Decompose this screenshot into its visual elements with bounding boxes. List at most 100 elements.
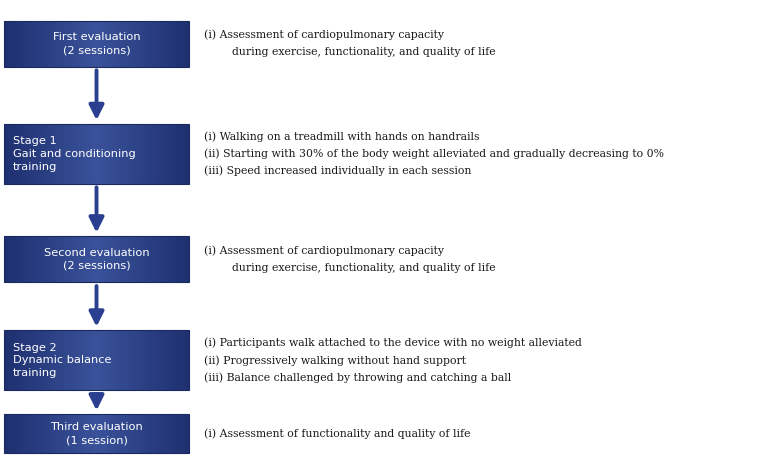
Bar [106,330,111,390]
Bar [69,330,73,390]
Text: First evaluation
(2 sessions): First evaluation (2 sessions) [53,32,140,55]
Text: (i) Assessment of cardiopulmonary capacity: (i) Assessment of cardiopulmonary capaci… [204,29,444,40]
Bar [60,21,64,67]
Bar [4,330,8,390]
Bar [50,414,55,453]
Bar [133,414,139,453]
Bar [161,330,166,390]
Bar [170,21,176,67]
Bar [185,414,189,453]
Bar [78,21,83,67]
Bar [4,330,189,390]
Bar [133,124,139,184]
Bar [115,330,120,390]
Bar [170,124,176,184]
Bar [139,124,143,184]
Bar [166,21,170,67]
Bar [170,236,176,282]
Bar [8,21,13,67]
Bar [27,21,32,67]
Bar [32,236,36,282]
Bar [83,330,87,390]
Bar [69,414,73,453]
Bar [129,21,133,67]
Bar [111,236,115,282]
Bar [36,124,41,184]
Bar [83,124,87,184]
Bar [8,124,13,184]
Bar [152,21,157,67]
Bar [83,414,87,453]
Bar [120,236,124,282]
Bar [13,236,17,282]
Bar [120,124,124,184]
Bar [157,21,161,67]
Bar [152,236,157,282]
Bar [152,414,157,453]
Bar [55,236,60,282]
Bar [106,414,111,453]
Bar [120,414,124,453]
Bar [73,236,78,282]
Bar [69,21,73,67]
Bar [180,414,185,453]
Bar [120,21,124,67]
Bar [161,414,166,453]
Bar [166,330,170,390]
Bar [124,236,129,282]
Bar [23,330,27,390]
Bar [23,21,27,67]
Bar [166,414,170,453]
Bar [133,330,139,390]
Bar [73,124,78,184]
Bar [161,236,166,282]
Bar [129,330,133,390]
Bar [120,330,124,390]
Bar [17,414,23,453]
Bar [180,236,185,282]
Bar [27,414,32,453]
Bar [101,330,106,390]
Bar [64,414,69,453]
Bar [180,330,185,390]
Bar [32,21,36,67]
Bar [13,124,17,184]
Bar [115,21,120,67]
Bar [36,236,41,282]
Bar [17,21,23,67]
Bar [60,236,64,282]
Bar [32,414,36,453]
Bar [4,414,189,453]
Bar [161,124,166,184]
Bar [143,236,148,282]
Text: (iii) Balance challenged by throwing and catching a ball: (iii) Balance challenged by throwing and… [204,372,512,383]
Bar [4,21,8,67]
Bar [129,414,133,453]
Bar [55,124,60,184]
Bar [4,124,189,184]
Bar [157,236,161,282]
Bar [152,124,157,184]
Bar [13,414,17,453]
Bar [78,330,83,390]
Bar [106,124,111,184]
Bar [101,236,106,282]
Bar [45,236,50,282]
Bar [13,330,17,390]
Bar [92,330,97,390]
Text: during exercise, functionality, and quality of life: during exercise, functionality, and qual… [204,263,496,273]
Bar [17,236,23,282]
Bar [176,236,180,282]
Bar [157,124,161,184]
Bar [45,21,50,67]
Bar [143,124,148,184]
Bar [101,414,106,453]
Bar [64,21,69,67]
Bar [133,236,139,282]
Bar [4,236,189,282]
Bar [185,21,189,67]
Text: during exercise, functionality, and quality of life: during exercise, functionality, and qual… [204,47,496,57]
Bar [78,414,83,453]
Bar [17,124,23,184]
Bar [64,330,69,390]
